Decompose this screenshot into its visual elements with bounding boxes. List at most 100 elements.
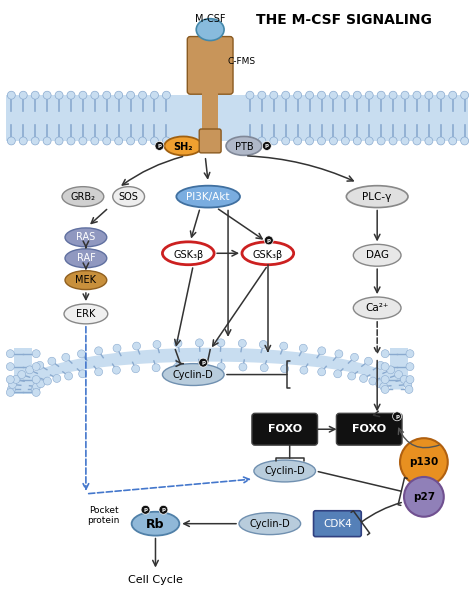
Text: Rb: Rb [146, 518, 165, 531]
FancyBboxPatch shape [313, 511, 361, 536]
Ellipse shape [254, 460, 316, 482]
Bar [14, 348, 32, 394]
Circle shape [264, 236, 273, 245]
Circle shape [133, 342, 140, 350]
Text: FOXO: FOXO [268, 424, 302, 434]
Circle shape [32, 350, 40, 358]
Circle shape [246, 91, 254, 99]
Ellipse shape [226, 136, 262, 155]
Circle shape [32, 362, 40, 371]
Circle shape [26, 366, 34, 374]
Circle shape [405, 385, 413, 394]
Circle shape [19, 137, 27, 145]
Circle shape [259, 340, 267, 349]
Text: THE M-CSF SIGNALING: THE M-CSF SIGNALING [256, 13, 432, 26]
Text: RAS: RAS [76, 232, 96, 242]
Circle shape [8, 91, 15, 99]
Circle shape [155, 142, 164, 151]
Circle shape [270, 91, 278, 99]
Text: C-FMS: C-FMS [228, 57, 256, 66]
Ellipse shape [176, 185, 240, 208]
Circle shape [153, 340, 161, 349]
Circle shape [195, 339, 203, 347]
Circle shape [64, 372, 73, 380]
Circle shape [31, 91, 39, 99]
Circle shape [461, 137, 469, 145]
Circle shape [359, 374, 367, 382]
Circle shape [103, 137, 111, 145]
Text: Cyclin-D: Cyclin-D [249, 518, 290, 529]
Circle shape [6, 376, 14, 383]
Circle shape [67, 91, 75, 99]
Circle shape [31, 385, 39, 394]
Circle shape [381, 385, 389, 394]
Circle shape [18, 371, 26, 379]
Circle shape [127, 137, 135, 145]
Circle shape [32, 376, 40, 383]
Ellipse shape [65, 271, 107, 290]
Circle shape [406, 350, 414, 358]
Circle shape [389, 137, 397, 145]
Circle shape [318, 347, 326, 355]
Text: p27: p27 [413, 492, 435, 502]
Circle shape [159, 505, 168, 514]
Circle shape [55, 91, 63, 99]
Ellipse shape [62, 187, 104, 206]
FancyBboxPatch shape [252, 413, 318, 445]
Ellipse shape [64, 304, 108, 324]
Ellipse shape [242, 242, 294, 265]
Circle shape [413, 91, 421, 99]
Circle shape [127, 91, 135, 99]
Circle shape [365, 91, 373, 99]
Circle shape [95, 368, 102, 376]
Circle shape [44, 377, 52, 385]
Ellipse shape [65, 228, 107, 247]
Circle shape [103, 91, 111, 99]
Circle shape [195, 362, 203, 371]
Circle shape [280, 342, 288, 350]
Circle shape [365, 357, 373, 365]
Text: MEK: MEK [75, 275, 96, 285]
Text: p: p [144, 507, 147, 512]
Circle shape [425, 91, 433, 99]
Circle shape [404, 380, 412, 388]
Circle shape [437, 91, 445, 99]
Circle shape [400, 438, 448, 486]
Circle shape [151, 137, 158, 145]
Ellipse shape [65, 249, 107, 268]
Circle shape [217, 339, 225, 347]
Circle shape [48, 357, 56, 365]
Circle shape [138, 137, 146, 145]
Circle shape [306, 137, 313, 145]
FancyBboxPatch shape [187, 37, 233, 94]
Circle shape [341, 137, 349, 145]
Circle shape [32, 388, 40, 397]
Circle shape [163, 137, 170, 145]
Circle shape [318, 137, 326, 145]
Circle shape [341, 91, 349, 99]
Circle shape [19, 91, 27, 99]
Text: p: p [267, 238, 271, 243]
Circle shape [6, 388, 14, 397]
Circle shape [53, 374, 61, 382]
Circle shape [163, 91, 170, 99]
Circle shape [294, 137, 301, 145]
Circle shape [270, 137, 278, 145]
Circle shape [33, 383, 41, 391]
Circle shape [217, 362, 225, 371]
Circle shape [31, 137, 39, 145]
Circle shape [113, 344, 121, 352]
Circle shape [239, 363, 247, 371]
Ellipse shape [163, 242, 214, 265]
Text: DAG: DAG [365, 250, 389, 260]
Bar [202, 91, 218, 133]
Circle shape [318, 91, 326, 99]
Circle shape [260, 364, 268, 372]
Text: Cell Cycle: Cell Cycle [128, 575, 183, 586]
Ellipse shape [196, 19, 224, 41]
Circle shape [394, 371, 402, 379]
Text: Cyclin-D: Cyclin-D [264, 466, 305, 476]
Ellipse shape [346, 185, 408, 208]
Circle shape [406, 362, 414, 371]
Circle shape [152, 364, 160, 372]
